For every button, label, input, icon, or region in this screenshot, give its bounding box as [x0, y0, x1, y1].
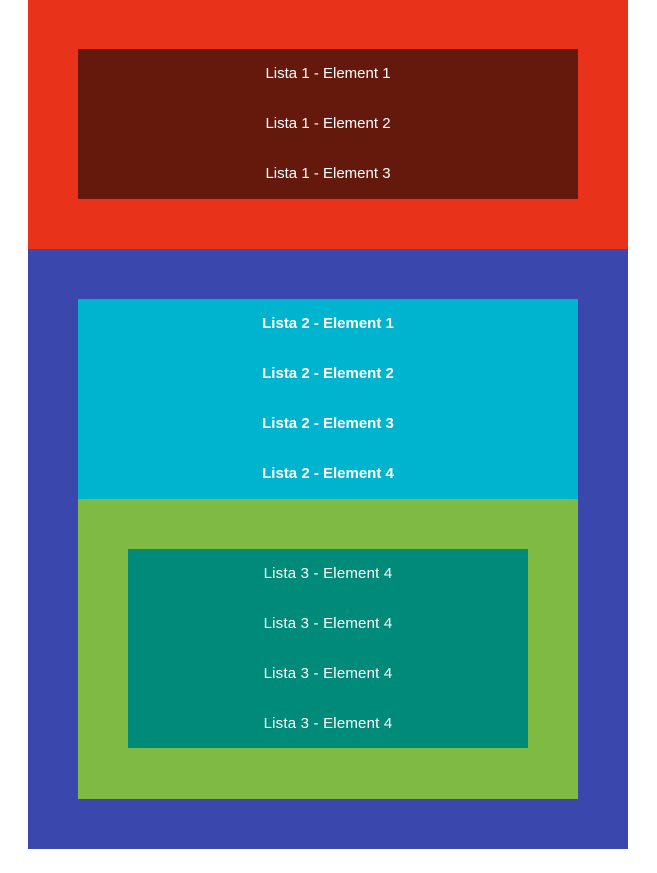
list-3-item-3: Lista 3 - Element 4 — [263, 665, 393, 682]
list-3-item-1: Lista 3 - Element 4 — [263, 565, 393, 582]
red-container: Lista 1 - Element 1 Lista 1 - Element 2 … — [28, 0, 628, 249]
list-1-items: Lista 1 - Element 1 Lista 1 - Element 2 … — [78, 49, 578, 199]
list-2-item-4: Lista 2 - Element 4 — [262, 465, 394, 482]
list-3-items: Lista 3 - Element 4 Lista 3 - Element 4 … — [128, 549, 528, 749]
list-1-item-2: Lista 1 - Element 2 — [265, 115, 391, 132]
list-1-item-3: Lista 1 - Element 3 — [265, 165, 391, 182]
list-3-item-2: Lista 3 - Element 4 — [263, 615, 393, 632]
list-2-item-2: Lista 2 - Element 2 — [262, 365, 394, 382]
list-3-item-4: Lista 3 - Element 4 — [263, 715, 393, 732]
blue-container: Lista 2 - Element 1 Lista 2 - Element 2 … — [28, 249, 628, 849]
list-2: Lista 2 - Element 1 Lista 2 - Element 2 … — [78, 299, 578, 499]
list-1: Lista 1 - Element 1 Lista 1 - Element 2 … — [78, 49, 578, 199]
green-container: Lista 3 - Element 4 Lista 3 - Element 4 … — [78, 499, 578, 799]
list-2-item-3: Lista 2 - Element 3 — [262, 415, 394, 432]
list-2-item-1: Lista 2 - Element 1 — [262, 315, 394, 332]
list-1-item-1: Lista 1 - Element 1 — [265, 65, 391, 82]
list-2-items: Lista 2 - Element 1 Lista 2 - Element 2 … — [78, 299, 578, 499]
list-3: Lista 3 - Element 4 Lista 3 - Element 4 … — [128, 549, 528, 748]
